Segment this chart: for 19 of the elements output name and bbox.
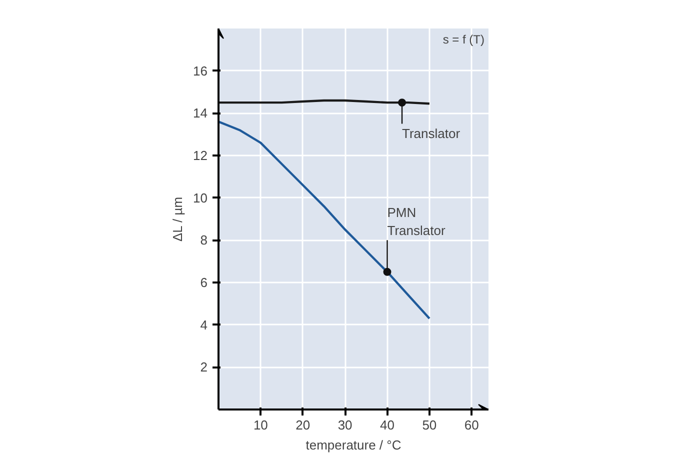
y-tick-label: 16	[193, 63, 208, 78]
y-tick-label: 14	[193, 106, 208, 121]
x-tick-label: 50	[422, 418, 437, 432]
annotation: PMN Translator	[387, 205, 446, 238]
y-axis-title: ΔL / µm	[170, 196, 186, 242]
annotation: Translator	[402, 126, 461, 141]
x-tick-label: 30	[338, 418, 352, 432]
y-tick-label: 10	[193, 190, 208, 206]
x-axis-title: temperature / °C	[306, 438, 402, 452]
annotation: s = f (T)	[442, 32, 485, 46]
y-tick-label: 4	[200, 317, 208, 332]
x-tick-label: 60	[464, 418, 479, 432]
y-tick-label: 2	[200, 360, 208, 375]
y-tick-label: 12	[193, 148, 208, 163]
x-tick-label: 10	[253, 418, 268, 432]
y-tick-label: 6	[200, 275, 208, 290]
x-tick-label: 20	[296, 418, 310, 432]
y-tick-label: 8	[200, 232, 208, 248]
x-tick-label: 40	[380, 418, 394, 432]
